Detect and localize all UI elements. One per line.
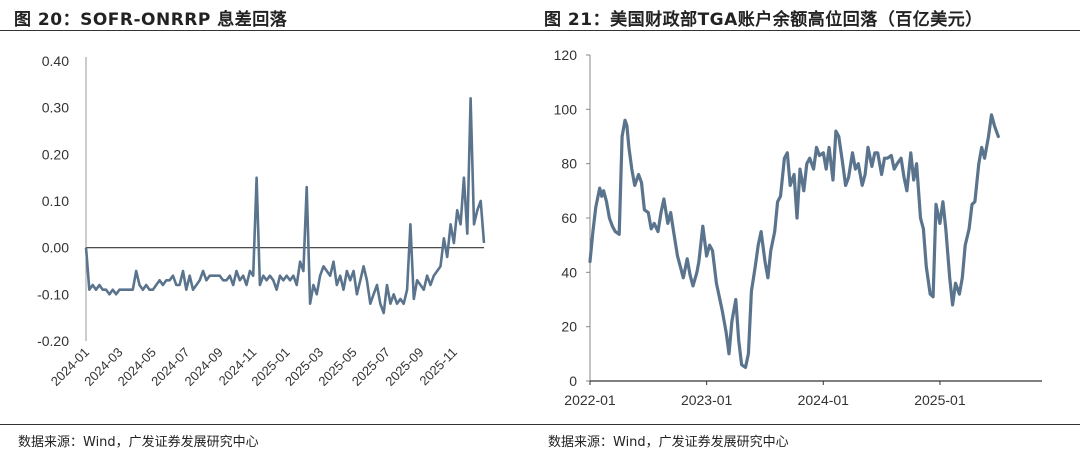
source-note: 数据来源：Wind，广发证券发展研究中心	[18, 435, 259, 450]
title-divider	[0, 30, 530, 31]
x-tick-label: 2025-01	[914, 392, 966, 408]
y-tick-label: 100	[554, 101, 578, 117]
chart-panel-tga-balance: 图 21：美国财政部TGA账户余额高位回落（百亿美元） 120 100 80 60 40…	[530, 0, 1080, 456]
chart-panel-sofr-onrrp: 图 20：SOFR-ONRRP 息差回落 0.40 0.30 0.20 0.10 0.0…	[0, 0, 530, 456]
chart-title: 图 20：SOFR-ONRRP 息差回落	[14, 5, 287, 30]
x-tick-label: 2023-01	[681, 392, 733, 408]
figure-title: 美国财政部TGA账户余额高位回落（百亿美元）	[610, 10, 983, 30]
y-tick-label: 0.30	[42, 100, 69, 116]
y-tick-label: 0	[569, 373, 577, 389]
y-tick-label: 120	[554, 47, 578, 63]
x-tick-label: 2025-11	[416, 345, 460, 389]
figure-label: 图 20：	[14, 10, 81, 30]
source-note: 数据来源：Wind，广发证券发展研究中心	[548, 435, 789, 450]
x-tick-label: 2022-01	[564, 392, 616, 408]
y-tick-label: 20	[561, 319, 577, 335]
y-tick-label: 0.00	[42, 240, 69, 256]
series-line-tga-balance	[588, 113, 1000, 369]
sofr-onrrp-chart: 0.400.300.200.100.00-0.10-0.202024-01202…	[37, 53, 486, 389]
chart-title: 图 21：美国财政部TGA账户余额高位回落（百亿美元）	[544, 5, 983, 30]
y-tick-label: 0.10	[42, 193, 69, 209]
y-tick-label: -0.10	[37, 286, 69, 302]
y-tick-label: 80	[561, 156, 577, 172]
title-divider	[530, 30, 1080, 31]
figure-title: SOFR-ONRRP 息差回落	[80, 10, 288, 30]
source-divider	[0, 424, 530, 425]
x-tick-label: 2024-01	[798, 392, 850, 408]
y-tick-label: 40	[561, 264, 577, 280]
series-line-sofr-onrrp	[84, 97, 486, 315]
y-tick-label: 60	[561, 210, 577, 226]
y-tick-label: -0.20	[37, 333, 69, 349]
y-tick-label: 0.40	[42, 53, 69, 69]
tga-balance-chart: 120 100 80 60 40 20 0 2022-01 2023-01 2024-01 2025…	[554, 47, 1042, 408]
figure-label: 图 21：	[544, 10, 611, 30]
y-tick-label: 0.20	[42, 146, 69, 162]
source-divider	[530, 424, 1080, 425]
